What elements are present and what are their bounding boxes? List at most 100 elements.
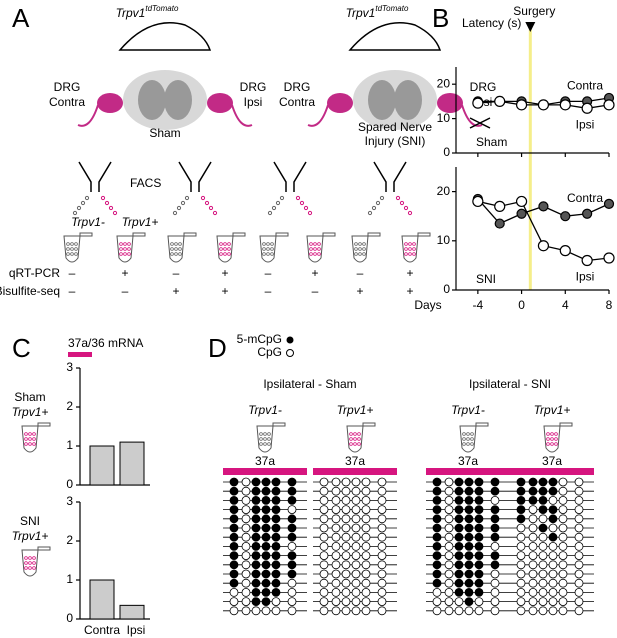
cpg <box>490 597 500 606</box>
cpg <box>341 588 351 597</box>
cpg <box>464 495 474 505</box>
cpg <box>377 569 387 579</box>
cpg <box>432 532 442 542</box>
tube-cell <box>266 247 270 251</box>
cpg <box>516 551 526 560</box>
cpg <box>251 495 261 505</box>
drg-label: DRG <box>284 80 311 94</box>
cpg <box>229 542 239 551</box>
cpg <box>528 606 538 616</box>
assay-mark: + <box>121 266 128 280</box>
cpg <box>538 486 548 496</box>
drg-label: Contra <box>279 95 315 109</box>
spinal-cord-sham <box>77 70 253 130</box>
cpg <box>454 569 464 579</box>
cpg <box>271 578 281 588</box>
y-tick-label: 10 <box>437 233 451 247</box>
point <box>472 195 484 208</box>
tube-cell <box>317 252 321 256</box>
event-marker <box>525 22 536 32</box>
cpg <box>351 551 361 560</box>
tube-cell <box>462 432 466 436</box>
cpg <box>538 597 548 606</box>
assay-mark: – <box>173 266 180 280</box>
cpg <box>341 486 351 496</box>
group-label: Sham <box>14 390 45 404</box>
cpg <box>574 532 584 542</box>
point <box>516 208 527 219</box>
tube-cell <box>358 252 362 256</box>
y-tick-label: 20 <box>437 76 451 90</box>
tube-cell <box>554 442 558 446</box>
facs-funnel <box>178 161 212 192</box>
cpg <box>490 514 500 524</box>
cpg <box>454 606 464 616</box>
cpg <box>444 606 454 616</box>
cpg <box>229 486 239 496</box>
condition-label: Injury (SNI) <box>365 134 426 148</box>
cpg <box>574 606 584 616</box>
cpg <box>251 560 261 570</box>
tube-cell <box>266 252 270 256</box>
tube-cell <box>70 252 74 256</box>
cell <box>184 195 190 201</box>
spinal-cord-sni <box>307 70 491 130</box>
tube-lid <box>79 232 93 237</box>
cpg <box>341 560 351 570</box>
cpg <box>377 588 387 597</box>
x-tick-label: 0 <box>518 298 525 312</box>
tube-cell <box>546 442 550 446</box>
cpg <box>261 542 271 551</box>
tube-cell <box>358 242 362 246</box>
cpg <box>490 505 500 515</box>
tube-cell <box>470 437 474 441</box>
tube-cell <box>412 242 416 246</box>
tube-cell <box>362 242 366 246</box>
cpg <box>261 569 271 579</box>
tube-lid <box>183 232 197 237</box>
cpg <box>319 514 329 524</box>
tube-cell <box>74 252 78 256</box>
x-axis-label: Days <box>414 298 441 312</box>
point <box>560 211 571 222</box>
condition-label: SNI <box>476 272 496 286</box>
tube-cell <box>28 566 32 570</box>
cpg <box>538 606 548 616</box>
cpg <box>271 551 281 560</box>
cpg <box>528 542 538 551</box>
tube-cell <box>357 442 361 446</box>
cpg <box>474 505 484 515</box>
cpg <box>319 569 329 579</box>
cpg <box>331 588 341 597</box>
region-bar <box>313 468 397 475</box>
cpg <box>341 514 351 524</box>
cpg <box>516 505 526 515</box>
cpg <box>528 514 538 524</box>
y-tick-label: 1 <box>66 572 73 586</box>
cell <box>403 205 409 211</box>
cpg <box>538 495 548 505</box>
cpg <box>558 514 568 524</box>
cpg <box>271 477 281 487</box>
tube-cell <box>550 432 554 436</box>
cpg <box>516 597 526 606</box>
panel-label: C <box>12 333 31 363</box>
cell <box>371 205 377 211</box>
tube-cell <box>313 247 317 251</box>
cpg <box>490 486 500 496</box>
y-tick-label: 0 <box>66 477 73 491</box>
cpg <box>287 597 297 606</box>
cpg <box>516 542 526 551</box>
cell <box>379 195 385 201</box>
assay-mark: – <box>122 284 129 298</box>
cpg <box>516 606 526 616</box>
cpg <box>229 606 239 616</box>
cpg <box>319 588 329 597</box>
region-label: 37a <box>542 454 562 468</box>
tube-cell <box>32 566 36 570</box>
cpg <box>331 486 341 496</box>
tube-cell <box>309 242 313 246</box>
point <box>581 102 593 114</box>
cpg <box>351 486 361 496</box>
tube-cell <box>223 247 227 251</box>
